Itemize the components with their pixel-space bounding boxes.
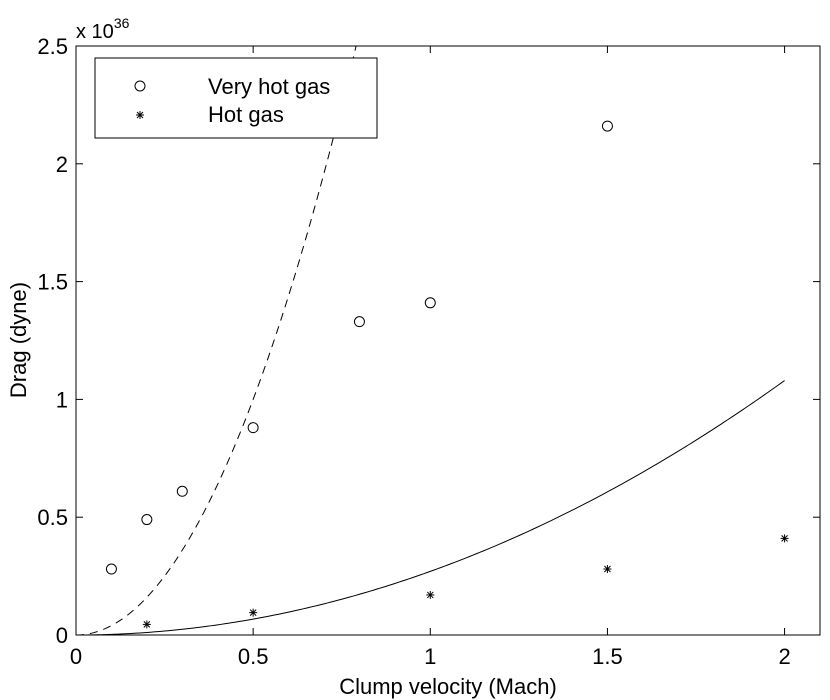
y-exponent-text: 36 (114, 15, 130, 31)
ticks-layer: 0 0.5 1 1.5 2 0 0.5 1 1.5 2 2.5 (37, 34, 820, 669)
legend: Very hot gas Hot gas (94, 57, 378, 139)
y-multiplier-text: x 10 (76, 21, 114, 43)
solid-curve (76, 380, 785, 635)
point-very-hot-gas (601, 120, 613, 132)
x-tick-label: 1 (424, 644, 436, 669)
y-tick-label: 2 (56, 152, 68, 177)
y-tick-label: 0 (56, 623, 68, 648)
y-multiplier-label: x 1036 (76, 15, 130, 43)
plot-area (75, 45, 821, 636)
legend-marker-hot-gas (136, 111, 144, 119)
point-hot-gas (426, 590, 435, 599)
legend-marker-very-hot-gas (134, 80, 146, 92)
point-hot-gas (249, 608, 258, 617)
point-very-hot-gas (424, 297, 436, 309)
point-very-hot-gas (247, 422, 259, 434)
dashed-curve (76, 46, 357, 635)
y-tick-label: 1.5 (37, 270, 68, 295)
point-hot-gas (780, 534, 789, 543)
y-tick-label: 1 (56, 387, 68, 412)
point-very-hot-gas (105, 563, 117, 575)
markers-layer (105, 120, 789, 629)
y-axis-label: Drag (dyne) (6, 282, 31, 398)
y-tick-label: 0.5 (37, 505, 68, 530)
point-very-hot-gas (141, 514, 153, 526)
x-tick-label: 0 (70, 644, 82, 669)
x-axis-label: Clump velocity (Mach) (339, 674, 557, 699)
legend-label-hot-gas: Hot gas (208, 102, 284, 127)
y-tick-label: 2.5 (37, 34, 68, 59)
point-very-hot-gas (353, 316, 365, 328)
point-very-hot-gas (176, 485, 188, 497)
point-hot-gas (603, 565, 612, 574)
x-tick-label: 0.5 (238, 644, 269, 669)
legend-label-very-hot-gas: Very hot gas (208, 74, 330, 99)
x-tick-label: 2 (778, 644, 790, 669)
legend-box (94, 57, 378, 139)
point-hot-gas (142, 620, 151, 629)
x-tick-label: 1.5 (592, 644, 623, 669)
curves-layer (76, 46, 785, 635)
